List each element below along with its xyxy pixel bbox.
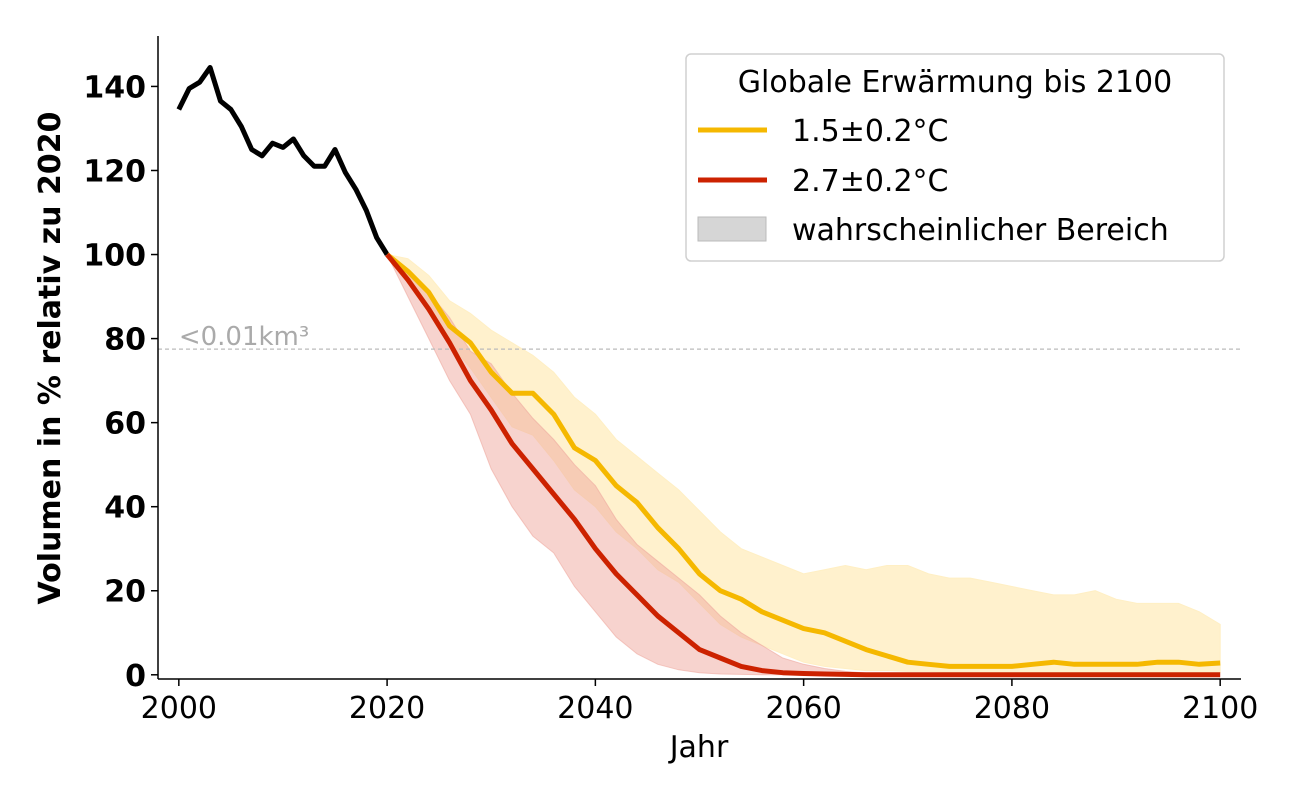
y-tick-label: 120 [83,154,146,189]
x-tick-label: 2100 [1182,691,1258,726]
y-axis-title: Volumen in % relativ zu 2020 [33,112,68,605]
axes [157,36,1241,680]
legend: Globale Erwärmung bis 2100 1.5±0.2°C 2.7… [685,53,1225,262]
y-tick-label: 80 [104,323,146,358]
x-axis-title: Jahr [668,730,729,765]
reference-line-group: <0.01km³ [158,322,1241,352]
line-observed [176,65,390,256]
legend-label-range: wahrscheinlicher Bereich [792,213,1169,248]
y-tick-label: 20 [104,575,146,610]
y-tick-label: 40 [104,491,146,526]
legend-title: Globale Erwärmung bis 2100 [738,65,1172,100]
reference-label: <0.01km³ [179,322,309,352]
legend-swatch-range [697,216,767,242]
x-tick-label: 2060 [765,691,841,726]
legend-frame [685,53,1225,262]
x-tick-label: 2080 [974,691,1050,726]
series-lines [176,65,1221,678]
legend-label-2-7: 2.7±0.2°C [792,164,949,199]
y-tick-label: 100 [83,239,146,274]
x-tick-label: 2040 [557,691,633,726]
line-1-5 [385,252,1221,669]
ticks: 2000 2020 2040 2060 2080 21000204060801001201… [83,70,1258,726]
y-tick-label: 60 [104,407,146,442]
x-tick-label: 2000 [141,691,217,726]
y-tick-label: 140 [83,70,146,105]
y-tick-label: 0 [125,659,146,694]
x-tick-label: 2020 [349,691,425,726]
line-2-7 [385,252,1221,678]
legend-label-1-5: 1.5±0.2°C [792,114,949,149]
band-2-7 [386,254,1221,676]
uncertainty-bands [385,253,1221,676]
